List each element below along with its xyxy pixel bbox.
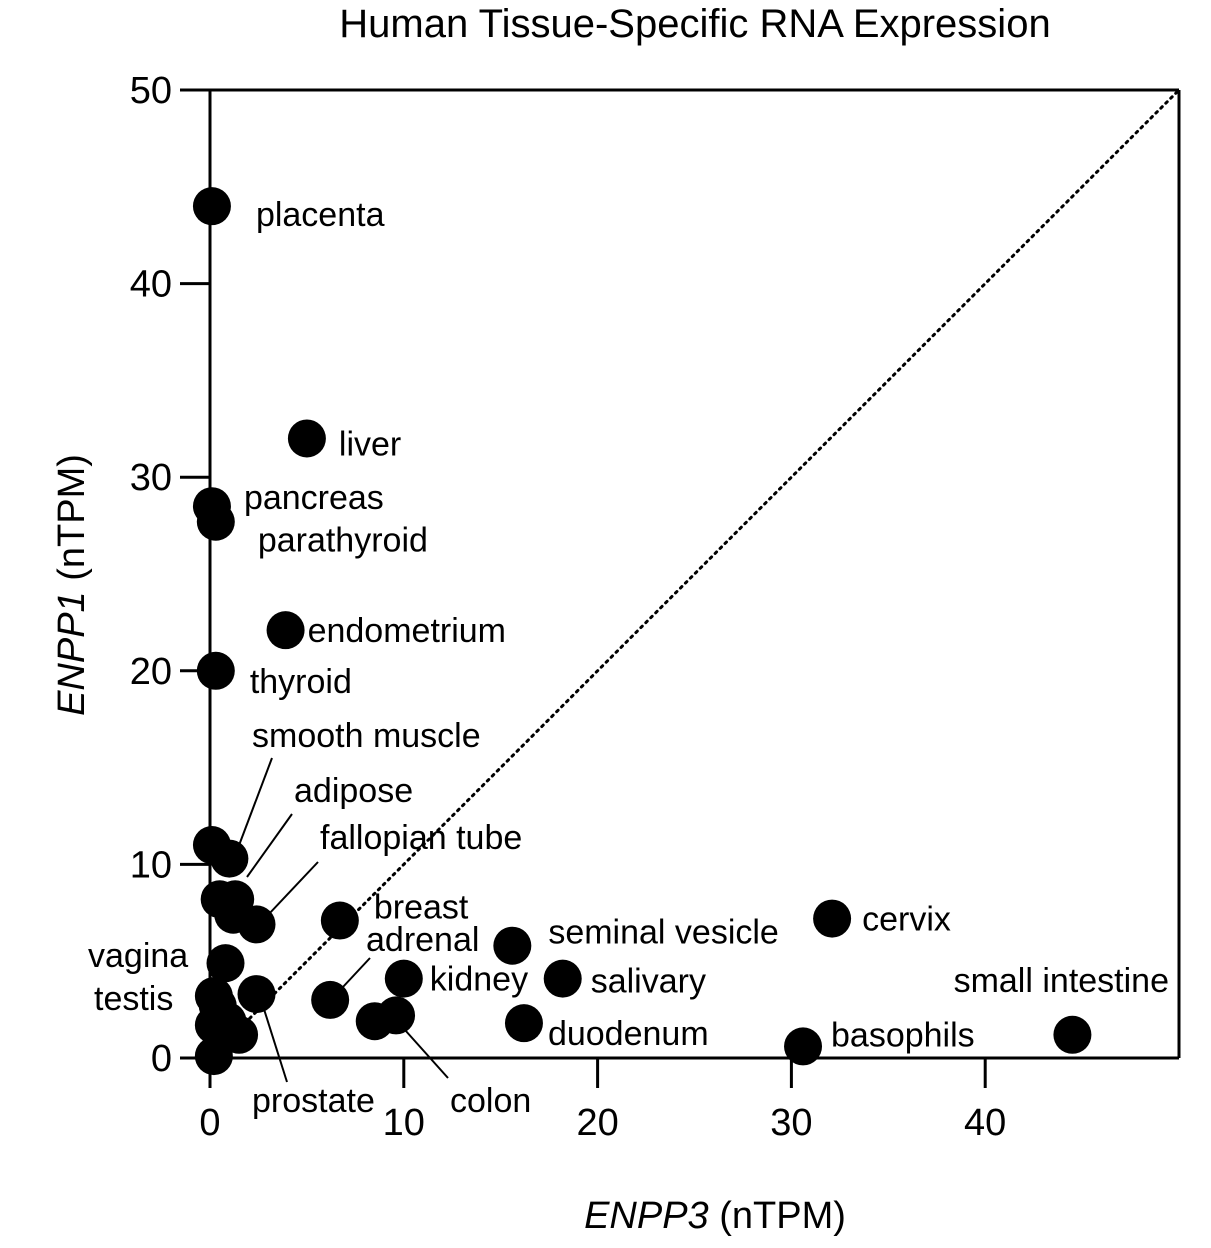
point-label-testis: testis: [94, 980, 173, 1018]
y-axis-label: ENPP1 (nTPM): [51, 454, 93, 716]
y-tick-label-40: 40: [130, 264, 172, 306]
point-label-thyroid: thyroid: [250, 663, 352, 701]
point-label-colon: colon: [450, 1082, 531, 1120]
data-point-liver: [287, 419, 326, 458]
leader-line-adipose: [246, 813, 293, 878]
point-label-adipose: adipose: [294, 772, 413, 810]
data-point-duodenum: [504, 1004, 543, 1043]
point-label-pancreas: pancreas: [244, 479, 384, 517]
x-tick-label-10: 10: [383, 1102, 425, 1144]
identity-diagonal-line: [208, 88, 1181, 1060]
point-label-liver: liver: [339, 425, 401, 463]
data-point-breast: [320, 901, 359, 940]
x-axis-label-gene: ENPP3: [584, 1195, 709, 1237]
data-point-21: [194, 1037, 233, 1076]
point-labels: placenta liver pancreas parathyroid endometr…: [88, 196, 1169, 1120]
point-label-adrenal: adrenal: [366, 921, 479, 959]
data-point-fallopian-tube: [237, 905, 276, 944]
y-axis-ticks: 0 10 20 30 40 50: [130, 70, 210, 1080]
x-tick-label-0: 0: [199, 1102, 220, 1144]
x-axis-label-unit: (nTPM): [709, 1195, 846, 1237]
leader-line-prostate: [262, 1005, 288, 1083]
chart-title: Human Tissue-Specific RNA Expression: [339, 2, 1050, 46]
point-label-fallopian-tube: fallopian tube: [320, 819, 522, 857]
point-label-placenta: placenta: [256, 196, 385, 234]
point-label-salivary: salivary: [591, 963, 706, 1001]
x-tick-label-40: 40: [964, 1102, 1006, 1144]
data-point-seminal-vesicle: [493, 926, 532, 965]
leader-line-adrenal: [341, 957, 371, 989]
point-label-kidney: kidney: [430, 961, 528, 999]
leader-lines: [237, 757, 449, 1083]
data-point-salivary: [543, 959, 582, 998]
point-label-basophils: basophils: [831, 1016, 975, 1054]
y-tick-label-30: 30: [130, 457, 172, 499]
data-point-vagina: [206, 944, 245, 983]
data-point-thyroid: [196, 651, 235, 690]
point-label-vagina: vagina: [88, 937, 188, 975]
data-point-endometrium: [266, 611, 305, 650]
y-tick-label-50: 50: [130, 70, 172, 112]
point-label-endometrium: endometrium: [308, 612, 506, 650]
y-axis-label-unit: (nTPM): [51, 454, 93, 591]
point-label-cervix: cervix: [862, 901, 951, 939]
y-tick-label-0: 0: [151, 1038, 172, 1080]
y-axis-label-gene: ENPP1: [51, 591, 93, 716]
x-axis-label: ENPP3 (nTPM): [584, 1195, 846, 1237]
x-tick-label-20: 20: [576, 1102, 618, 1144]
data-point-adipose: [210, 839, 249, 878]
x-tick-label-30: 30: [770, 1102, 812, 1144]
data-point-placenta: [192, 187, 231, 226]
y-tick-label-20: 20: [130, 651, 172, 693]
point-label-duodenum: duodenum: [548, 1015, 709, 1053]
y-tick-label-10: 10: [130, 844, 172, 886]
data-point-cervix: [813, 899, 852, 938]
point-label-smooth-muscle: smooth muscle: [252, 717, 481, 755]
data-point-adrenal: [311, 980, 350, 1019]
leader-line-fallopian-tube: [267, 861, 319, 916]
point-label-small-intestine: small intestine: [954, 962, 1169, 1000]
point-label-breast: breast: [374, 889, 469, 927]
point-label-prostate: prostate: [252, 1082, 375, 1120]
data-point-parathyroid: [196, 502, 235, 541]
data-point-colon: [377, 996, 416, 1035]
data-point-prostate: [237, 975, 276, 1014]
leader-line-colon: [404, 1029, 449, 1079]
point-label-seminal-vesicle: seminal vesicle: [548, 914, 779, 952]
data-point-basophils: [784, 1027, 823, 1066]
data-points: [192, 187, 1092, 1076]
data-point-kidney: [384, 959, 423, 998]
leader-line-smooth-muscle: [237, 757, 273, 849]
point-label-parathyroid: parathyroid: [258, 522, 428, 560]
data-point-small-intestine: [1053, 1015, 1092, 1054]
